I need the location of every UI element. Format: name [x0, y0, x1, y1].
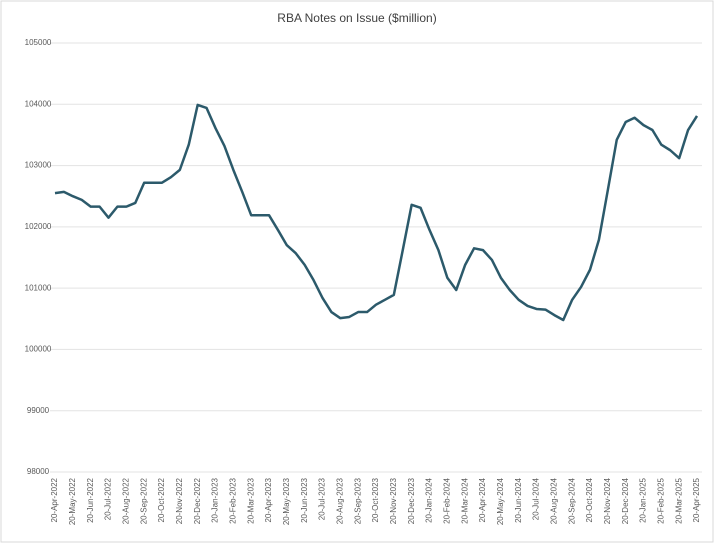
x-tick-label: 20-Mar-2023 — [246, 477, 255, 523]
x-tick-label: 20-Jul-2024 — [532, 477, 541, 520]
x-tick-label: 20-Apr-2024 — [478, 477, 487, 522]
x-tick-label: 20-Nov-2024 — [603, 477, 612, 524]
y-tick-label: 100000 — [25, 345, 52, 354]
x-tick-label: 20-Sep-2022 — [139, 477, 148, 524]
y-tick-label: 99000 — [27, 406, 50, 415]
x-tick-label: 20-Jan-2025 — [639, 477, 648, 522]
x-tick-label: 20-Aug-2023 — [335, 477, 344, 524]
x-tick-label: 20-Mar-2024 — [460, 477, 469, 523]
x-tick-label: 20-Jun-2023 — [300, 477, 309, 522]
x-tick-label: 20-Sep-2024 — [567, 477, 576, 524]
x-tick-label: 20-Dec-2022 — [193, 477, 202, 524]
x-tick-label: 20-Apr-2022 — [50, 477, 59, 522]
x-tick-label: 20-Jul-2022 — [104, 477, 113, 520]
x-tick-label: 20-Jun-2024 — [514, 477, 523, 522]
x-tick-label: 20-Nov-2023 — [389, 477, 398, 524]
y-tick-label: 104000 — [25, 99, 52, 108]
x-tick-label: 20-Feb-2023 — [228, 477, 237, 523]
x-tick-label: 20-May-2024 — [496, 477, 505, 525]
y-tick-label: 101000 — [25, 283, 52, 292]
x-tick-label: 20-Feb-2024 — [442, 477, 451, 523]
x-tick-label: 20-Aug-2022 — [121, 477, 130, 524]
x-tick-label: 20-Aug-2024 — [549, 477, 558, 524]
y-tick-label: 103000 — [25, 161, 52, 170]
x-tick-label: 20-Jan-2023 — [211, 477, 220, 522]
x-tick-label: 20-Oct-2022 — [157, 477, 166, 522]
x-tick-label: 20-Oct-2024 — [585, 477, 594, 522]
x-tick-label: 20-Jun-2022 — [86, 477, 95, 522]
x-tick-label: 20-Dec-2024 — [621, 477, 630, 524]
y-tick-label: 98000 — [27, 467, 50, 476]
x-tick-label: 20-Jul-2023 — [318, 477, 327, 520]
y-tick-label: 102000 — [25, 222, 52, 231]
chart-title: RBA Notes on Issue ($million) — [277, 11, 436, 25]
data-line — [54, 103, 699, 322]
x-tick-label: 20-Mar-2025 — [674, 477, 683, 523]
y-tick-label: 105000 — [25, 38, 52, 47]
x-tick-label: 20-Nov-2022 — [175, 477, 184, 524]
x-tick-label: 20-Oct-2023 — [371, 477, 380, 522]
x-tick-label: 20-Feb-2025 — [656, 477, 665, 523]
x-tick-label: 20-Apr-2023 — [264, 477, 273, 522]
x-tick-label: 20-May-2022 — [68, 477, 77, 525]
x-tick-label: 20-Dec-2023 — [407, 477, 416, 524]
x-tick-label: 20-Sep-2023 — [353, 477, 362, 524]
x-tick-label: 20-May-2023 — [282, 477, 291, 525]
x-tick-label: 20-Jan-2024 — [425, 477, 434, 522]
x-tick-label: 20-Apr-2025 — [692, 477, 701, 522]
